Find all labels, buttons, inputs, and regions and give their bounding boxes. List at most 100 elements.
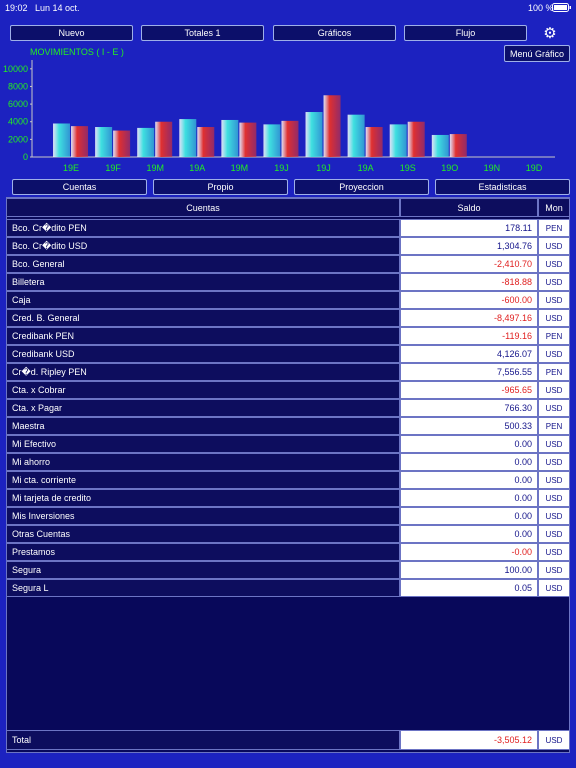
tab-button[interactable]: Propio [153,179,288,195]
currency: USD [538,471,570,489]
y-tick-label: 4000 [8,117,28,127]
account-name[interactable]: Segura [6,561,400,579]
account-name[interactable]: Cta. x Cobrar [6,381,400,399]
chart-menu-button[interactable]: Menú Gráfico [504,45,570,62]
balance: -119.16 [400,327,538,345]
balance: -8,497.16 [400,309,538,327]
tab-button[interactable]: Proyeccion [294,179,429,195]
currency: USD [538,561,570,579]
currency: USD [538,525,570,543]
balance: -965.65 [400,381,538,399]
balance: 0.00 [400,453,538,471]
x-tick-label: 19M [231,163,249,173]
y-tick-label: 0 [23,152,28,162]
battery-icon [552,3,571,12]
currency: PEN [538,327,570,345]
settings-icon[interactable]: ⚙ [543,25,557,42]
date: Lun 14 oct. [35,3,80,13]
status-bar: 19:02 Lun 14 oct. 100 % [0,0,576,18]
account-name[interactable]: Segura L [6,579,400,597]
currency: USD [538,255,570,273]
currency: USD [538,309,570,327]
account-name[interactable]: Bco. Cr�dito PEN [6,219,400,237]
account-name[interactable]: Mi ahorro [6,453,400,471]
balance: -2,410.70 [400,255,538,273]
x-tick-label: 19E [63,163,79,173]
header-cell: Mon [538,198,570,217]
bar [113,130,131,157]
x-tick-label: 19D [526,163,543,173]
account-name[interactable]: Cred. B. General [6,309,400,327]
toolbar-button[interactable]: Totales 1 [141,25,264,41]
bar [323,95,341,157]
bar [95,127,113,157]
balance: 0.00 [400,507,538,525]
toolbar-button[interactable]: Nuevo [10,25,133,41]
x-tick-label: 19N [484,163,501,173]
currency: USD [538,730,570,750]
account-name[interactable]: Cr�d. Ripley PEN [6,363,400,381]
currency: USD [538,399,570,417]
toolbar-button[interactable]: Flujo [404,25,527,41]
balance: 0.00 [400,471,538,489]
currency: USD [538,273,570,291]
account-name[interactable]: Credibank USD [6,345,400,363]
bar [281,120,299,157]
currency: USD [538,543,570,561]
account-name[interactable]: Mi cta. corriente [6,471,400,489]
tab-button[interactable]: Estadisticas [435,179,570,195]
x-tick-label: 19O [441,163,458,173]
currency: USD [538,507,570,525]
chart: MOVIMIENTOS ( I - E ) 0 2000 4000 6000 8000 1… [3,47,555,173]
time: 19:02 [5,3,28,13]
x-tick-label: 19S [400,163,416,173]
bar [179,119,197,157]
header-cell: Saldo [400,198,538,217]
account-name[interactable]: Cta. x Pagar [6,399,400,417]
account-name[interactable]: Credibank PEN [6,327,400,345]
balance: 4,126.07 [400,345,538,363]
account-name[interactable]: Maestra [6,417,400,435]
currency: USD [538,453,570,471]
y-tick-label: 10000 [3,64,28,74]
account-name[interactable]: Total [6,730,400,750]
bar [305,112,323,157]
x-tick-label: 19M [146,163,164,173]
y-tick-label: 8000 [8,81,28,91]
currency: PEN [538,219,570,237]
account-name[interactable]: Mis Inversiones [6,507,400,525]
currency: USD [538,579,570,597]
bar [431,134,449,157]
currency: PEN [538,417,570,435]
balance: 766.30 [400,399,538,417]
x-tick-label: 19J [274,163,289,173]
balance: 500.33 [400,417,538,435]
balance: -818.88 [400,273,538,291]
currency: USD [538,435,570,453]
account-name[interactable]: Bco. Cr�dito USD [6,237,400,255]
balance: -0.00 [400,543,538,561]
tab-button[interactable]: Cuentas [12,179,147,195]
toolbar-button[interactable]: Gráficos [273,25,396,41]
balance: 0.00 [400,435,538,453]
account-name[interactable]: Caja [6,291,400,309]
account-name[interactable]: Mi tarjeta de credito [6,489,400,507]
balance: 0.05 [400,579,538,597]
bar [365,127,383,157]
bar [53,123,71,157]
bar [407,121,425,157]
bar [239,122,257,157]
account-name[interactable]: Otras Cuentas [6,525,400,543]
x-tick-label: 19A [358,163,374,173]
currency: USD [538,291,570,309]
account-name[interactable]: Mi Efectivo [6,435,400,453]
account-name[interactable]: Bco. General [6,255,400,273]
bar [263,124,281,157]
chart-title: MOVIMIENTOS ( I - E ) [30,47,124,57]
account-name[interactable]: Prestamos [6,543,400,561]
account-name[interactable]: Billetera [6,273,400,291]
x-tick-label: 19J [316,163,331,173]
bar [449,134,467,157]
header-cell: Cuentas [6,198,400,217]
